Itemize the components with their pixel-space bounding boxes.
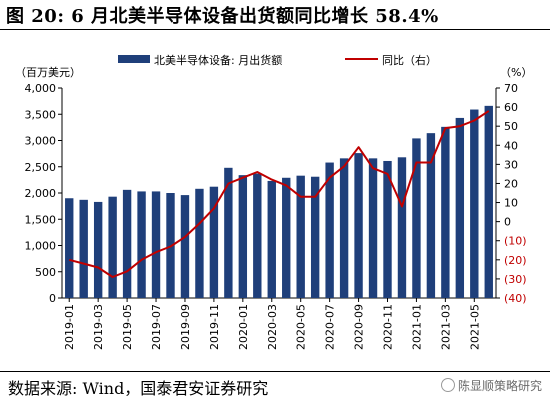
watermark-text: 陈显顺策略研究 <box>457 379 542 393</box>
figure-title: 图 20: 6 月北美半导体设备出货额同比增长 58.4% <box>6 6 439 27</box>
x-axis-ticks: 2019-01 2019-03 2019-05 2019-07 2019-09 2019-… <box>63 298 481 350</box>
x-tick-label: 2020-09 <box>353 304 366 350</box>
bar-2019-07 <box>151 191 161 298</box>
x-tick-label: 2020-07 <box>324 304 337 350</box>
right-tick-label: 30 <box>504 158 518 171</box>
x-tick-label: 2019-09 <box>179 304 192 350</box>
legend-bar-swatch <box>118 55 150 63</box>
left-tick-label: 0 <box>49 292 56 305</box>
bar-2021-02 <box>426 133 436 298</box>
right-tick-label: (30) <box>504 273 527 286</box>
bar-2020-02 <box>253 173 262 298</box>
bar-2020-08 <box>339 158 349 298</box>
bar-2019-06 <box>137 191 146 298</box>
x-tick-label: 2019-11 <box>208 304 221 350</box>
left-tick-label: 2,000 <box>25 187 57 200</box>
bar-2020-04 <box>282 177 291 298</box>
right-tick-label: 70 <box>504 82 518 95</box>
left-tick-label: 3,500 <box>25 108 57 121</box>
left-tick-label: 2,500 <box>25 161 57 174</box>
bar-2019-10 <box>195 188 204 298</box>
right-tick-label: 50 <box>504 120 518 133</box>
left-tick-label: 1,000 <box>25 240 57 253</box>
x-tick-label: 2020-03 <box>266 304 279 350</box>
bar-2020-09 <box>354 153 363 298</box>
bar-2020-12 <box>397 157 407 298</box>
x-tick-label: 2020-11 <box>382 304 395 350</box>
bar-2021-05 <box>470 109 479 299</box>
bar-2021-01 <box>412 138 421 298</box>
bar-2021-06 <box>484 105 493 298</box>
left-axis-ticks: 0 500 1,000 1,500 2,000 2,500 3,000 3,500 4,000 <box>25 82 62 305</box>
right-tick-label: 10 <box>504 197 518 210</box>
source-note: 数据来源: Wind，国泰君安证券研究 <box>8 379 269 398</box>
x-tick-label: 2021-01 <box>410 304 423 350</box>
x-tick-label: 2019-07 <box>150 304 163 350</box>
bar-2019-05 <box>122 189 132 298</box>
x-tick-label: 2020-01 <box>237 304 250 350</box>
chart: 北美半导体设备: 月出货额 同比（右） （百万美元） （%） 05001,000… <box>15 53 532 350</box>
right-axis-ticks: (40) (30) (20) (10) 0 10 20 30 40 50 60 70 <box>496 82 527 305</box>
left-tick-label: 1,500 <box>25 213 57 226</box>
bar-2020-10 <box>368 158 378 298</box>
right-tick-label: (20) <box>504 254 527 267</box>
right-tick-label: 40 <box>504 139 518 152</box>
bar-2020-11 <box>383 160 392 298</box>
bar-2020-06 <box>310 176 320 298</box>
title-rule <box>0 29 550 30</box>
bar-2021-04 <box>455 117 465 298</box>
left-axis-unit: （百万美元） <box>15 66 81 79</box>
x-tick-label: 2021-05 <box>468 304 481 350</box>
watermark: 陈显顺策略研究 <box>440 377 542 394</box>
left-tick-label: 500 <box>35 266 56 279</box>
bar-series <box>65 105 493 299</box>
bar-2019-04 <box>108 196 117 298</box>
right-axis-unit: （%） <box>500 66 532 79</box>
bar-2019-03 <box>93 201 103 298</box>
bar-2020-07 <box>325 162 334 298</box>
bar-2020-05 <box>296 175 305 298</box>
left-tick-label: 3,000 <box>25 135 57 148</box>
x-tick-label: 2020-05 <box>295 304 308 350</box>
x-tick-label: 2019-05 <box>121 304 134 350</box>
wechat-icon <box>440 378 455 392</box>
right-tick-label: 60 <box>504 101 518 114</box>
bar-2021-03 <box>441 126 450 298</box>
bar-2019-09 <box>180 195 190 298</box>
right-tick-label: 0 <box>504 216 511 229</box>
legend-bar-label: 北美半导体设备: 月出货额 <box>154 53 282 67</box>
right-tick-label: (40) <box>504 292 527 305</box>
footer-rule <box>0 371 550 372</box>
bar-2019-02 <box>79 199 88 298</box>
x-tick-label: 2019-01 <box>63 304 76 350</box>
right-tick-label: (10) <box>504 235 527 248</box>
x-tick-label: 2021-03 <box>439 304 452 350</box>
bar-2020-03 <box>267 180 276 298</box>
bar-2019-12 <box>224 167 233 298</box>
legend-line-label: 同比（右） <box>382 53 437 67</box>
yoy-line <box>68 110 490 278</box>
bar-2019-01 <box>65 198 74 298</box>
right-tick-label: 20 <box>504 177 518 190</box>
bar-2020-01 <box>238 175 248 298</box>
x-tick-label: 2019-03 <box>92 304 105 350</box>
bar-2019-11 <box>209 186 219 298</box>
left-tick-label: 4,000 <box>25 82 57 95</box>
